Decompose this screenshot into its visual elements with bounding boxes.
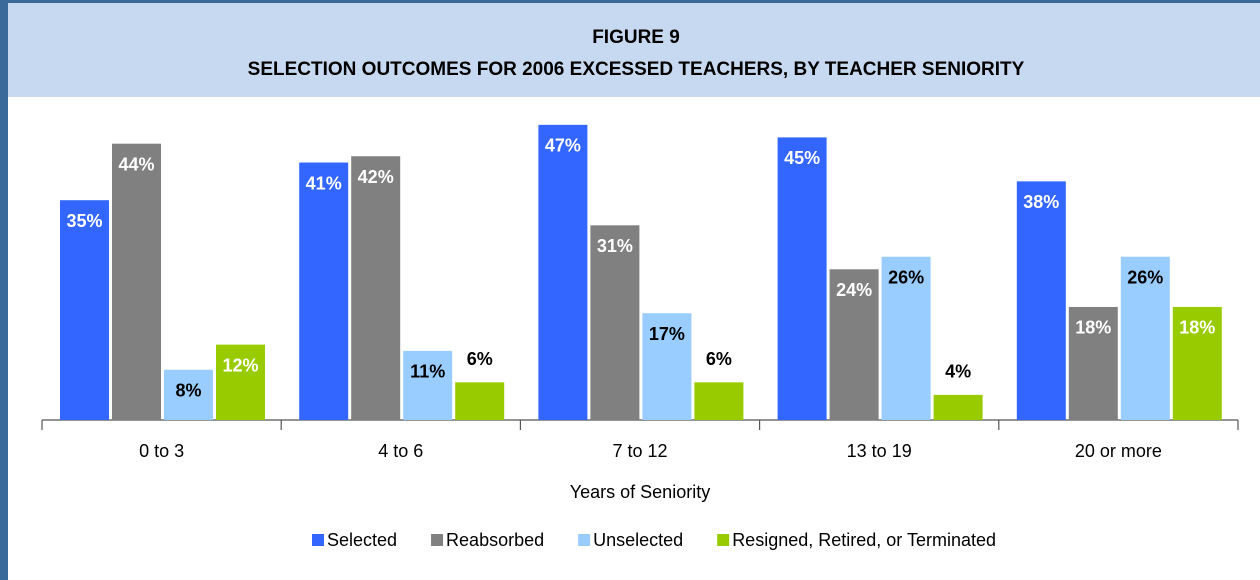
bar: [829, 269, 879, 420]
bar: [455, 382, 505, 420]
value-label: 26%: [1127, 267, 1163, 287]
value-label: 18%: [1179, 318, 1215, 338]
value-label: 6%: [467, 349, 493, 369]
bar: [538, 124, 588, 420]
bar: [1172, 306, 1222, 420]
value-label: 12%: [222, 355, 258, 375]
value-label: 47%: [545, 136, 581, 156]
bar: [1120, 256, 1170, 420]
legend-swatch: [311, 534, 324, 546]
value-label: 41%: [306, 173, 342, 193]
bar: [112, 143, 161, 420]
bar: [403, 350, 453, 420]
bar: [299, 162, 349, 420]
chart-subtitle: SELECTION OUTCOMES FOR 2006 EXCESSED TEA…: [248, 59, 1025, 80]
x-axis-label: Years of Seniority: [570, 482, 710, 502]
value-label: 17%: [649, 324, 685, 344]
x-tick-label: 4 to 6: [378, 441, 423, 461]
value-label: 35%: [66, 211, 102, 231]
value-label: 44%: [118, 154, 154, 174]
bar: [642, 313, 692, 420]
value-label: 18%: [1075, 318, 1111, 338]
bar: [1068, 306, 1118, 420]
legend-label: Resigned, Retired, or Terminated: [732, 530, 996, 550]
value-label: 45%: [784, 148, 820, 168]
x-tick-label: 13 to 19: [847, 441, 912, 461]
chart-title: FIGURE 9: [592, 27, 680, 48]
bar: [590, 225, 640, 420]
value-label: 6%: [706, 349, 732, 369]
x-tick-label: 20 or more: [1075, 441, 1162, 461]
bar: [60, 200, 109, 420]
legend-label: Unselected: [593, 530, 683, 550]
bar: [881, 256, 931, 420]
bar: [777, 137, 827, 420]
top-border: [0, 0, 1260, 3]
x-tick-label: 0 to 3: [139, 441, 184, 461]
legend-swatch: [717, 534, 730, 546]
value-label: 26%: [888, 267, 924, 287]
legend-swatch: [431, 534, 444, 546]
bar: [216, 344, 265, 420]
value-label: 4%: [945, 362, 971, 382]
left-border: [0, 0, 8, 580]
header-band: [0, 0, 1260, 97]
legend-swatch: [578, 534, 591, 546]
bar: [164, 369, 213, 420]
value-label: 38%: [1023, 192, 1059, 212]
legend-label: Selected: [327, 530, 397, 550]
x-tick-label: 7 to 12: [612, 441, 667, 461]
value-label: 11%: [410, 362, 445, 382]
legend-label: Reabsorbed: [446, 530, 544, 550]
bar: [694, 382, 744, 420]
bar: [1016, 181, 1066, 420]
bar: [351, 156, 401, 421]
value-label: 31%: [597, 236, 633, 256]
bar: [933, 394, 983, 420]
value-label: 8%: [175, 381, 201, 401]
value-label: 42%: [358, 167, 394, 187]
value-label: 24%: [836, 280, 872, 300]
